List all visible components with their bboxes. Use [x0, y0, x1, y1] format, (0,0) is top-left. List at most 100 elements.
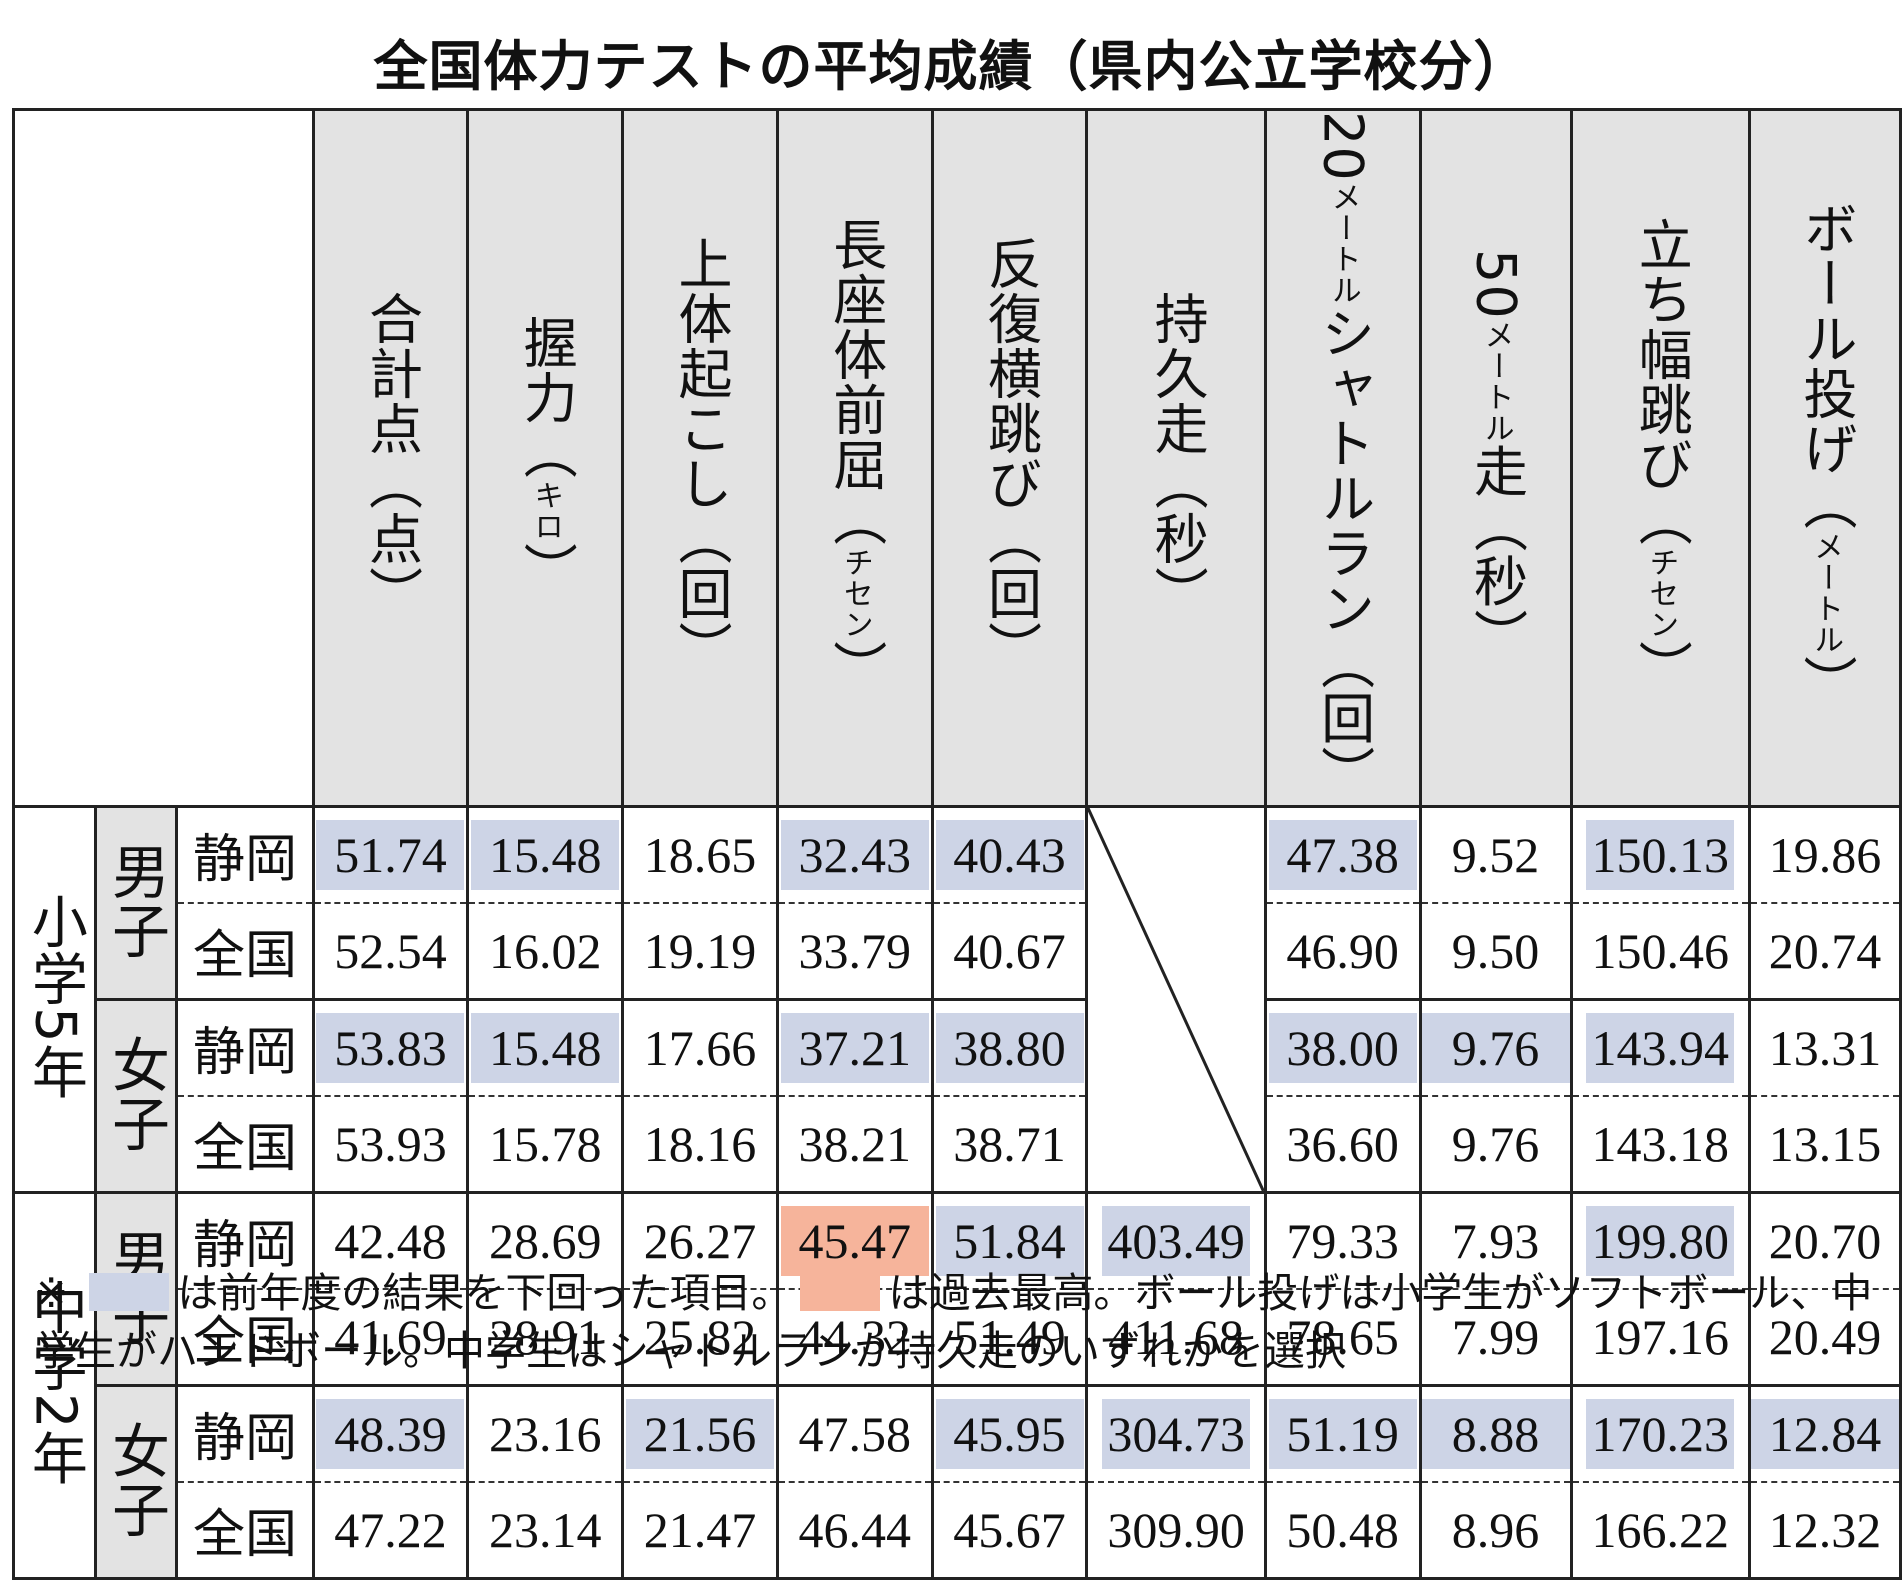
value-cell: 21.47 — [621, 1481, 779, 1580]
corner-cell — [12, 108, 315, 808]
value-cell: 8.88 — [1418, 1385, 1573, 1483]
value-cell: 38.80 — [930, 999, 1089, 1097]
value-cell: 18.16 — [621, 1095, 779, 1194]
footnote: ※ は前年度の結果を下回った項目。 は過去最高。ボール投げは小学生がソフトボール、… — [34, 1269, 1873, 1375]
place-label-shizuoka: 静岡 — [175, 1385, 315, 1483]
col-header-long-jump: 立ち幅跳び（チセン） — [1569, 108, 1751, 808]
value-cell: 9.76 — [1418, 999, 1573, 1097]
col-header-ball-throw: ボール投げ（メートル） — [1747, 108, 1902, 808]
value-cell: 28.91 — [466, 1288, 625, 1387]
value-cell: 199.80 — [1569, 1192, 1751, 1290]
value-cell: 32.43 — [775, 806, 934, 904]
value-cell: 50.48 — [1263, 1481, 1422, 1580]
table-row: 女子 静岡 53.83 15.48 17.66 37.21 38.80 38.00 9.76 14… — [14, 997, 1902, 1194]
value-cell: 51.19 — [1263, 1385, 1422, 1483]
value-cell: 13.31 — [1747, 999, 1902, 1097]
place-label-shizuoka: 静岡 — [175, 806, 315, 904]
value-cell: 21.56 — [621, 1385, 779, 1483]
value-cell: 7.93 — [1418, 1192, 1573, 1290]
value-cell: 18.65 — [621, 806, 779, 904]
col-header-shuttle-run: 20メートルシャトルラン（回） — [1263, 108, 1422, 808]
value-cell: 403.49 — [1085, 1192, 1267, 1290]
value-cell: 47.38 — [1263, 806, 1422, 904]
place-label-shizuoka: 静岡 — [175, 999, 315, 1097]
value-cell: 15.78 — [466, 1095, 625, 1194]
value-cell: 28.69 — [466, 1192, 625, 1290]
page-title: 全国体力テストの平均成績（県内公立学校分） — [373, 35, 1529, 98]
col-header-endurance-run: 持久走（秒） — [1085, 108, 1267, 808]
value-cell: 9.52 — [1418, 806, 1573, 904]
value-cell: 51.49 — [930, 1288, 1089, 1387]
value-cell: 197.16 — [1569, 1288, 1751, 1387]
value-cell: 20.70 — [1747, 1192, 1902, 1290]
col-header-situps: 上体起こし（回） — [621, 108, 779, 808]
table-row: 小学5年 男子 静岡 51.74 15.48 18.65 32.43 40.43 47.38 9.… — [12, 804, 1902, 1194]
place-label-national: 全国 — [175, 902, 315, 1001]
value-cell: 150.46 — [1569, 902, 1751, 1001]
col-header-sit-reach: 長座体前屈（チセン） — [775, 108, 934, 808]
col-header-total: 合計点（点） — [311, 108, 470, 808]
value-cell: 23.16 — [466, 1385, 625, 1483]
table-row: 全国 47.22 23.14 21.47 46.44 45.67 309.90 50.48 8.… — [14, 1481, 1902, 1580]
value-cell: 19.19 — [621, 902, 779, 1001]
value-cell: 8.96 — [1418, 1481, 1573, 1580]
value-cell: 12.84 — [1747, 1385, 1902, 1483]
table-row: 全国 41.69 28.91 25.82 44.32 51.49 411.68 78.65 7.… — [14, 1288, 1902, 1387]
value-cell: 20.49 — [1747, 1288, 1902, 1387]
value-cell: 7.99 — [1418, 1288, 1573, 1387]
col-header-side-step: 反復横跳び（回） — [930, 108, 1089, 808]
value-cell: 40.43 — [930, 806, 1089, 904]
value-cell: 26.27 — [621, 1192, 779, 1290]
legend-swatch-record-high — [800, 1273, 881, 1311]
value-cell: 79.33 — [1263, 1192, 1422, 1290]
col-header-grip: 握力（キロ） — [466, 108, 625, 808]
table-row: 全国 52.54 16.02 19.19 33.79 40.67 46.90 9.50 150.… — [14, 902, 1902, 1001]
value-cell: 46.90 — [1263, 902, 1422, 1001]
value-cell: 9.50 — [1418, 902, 1573, 1001]
value-cell: 38.71 — [930, 1095, 1089, 1194]
value-cell: 16.02 — [466, 902, 625, 1001]
value-cell: 53.83 — [311, 999, 470, 1097]
value-cell: 150.13 — [1569, 806, 1751, 904]
table-body: 小学5年 男子 静岡 51.74 15.48 18.65 32.43 40.43 47.38 9.… — [12, 804, 1902, 1580]
value-cell: 12.32 — [1747, 1481, 1902, 1580]
col-header-50m-dash: 50メートル走（秒） — [1418, 108, 1573, 808]
diagonal-slash — [1088, 808, 1263, 1191]
value-cell: 143.18 — [1569, 1095, 1751, 1194]
not-applicable-cell — [1085, 806, 1267, 1194]
header-row: 合計点（点） 握力（キロ） 上体起こし（回） 長座体前屈（チセン） 反復横跳び（… — [12, 108, 1902, 808]
legend-swatch-below-last-year — [89, 1273, 170, 1311]
value-cell: 9.76 — [1418, 1095, 1573, 1194]
value-cell: 166.22 — [1569, 1481, 1751, 1580]
grade-label: 小学5年 — [12, 804, 97, 1194]
value-cell: 309.90 — [1085, 1481, 1267, 1580]
sex-label: 男子 — [93, 804, 179, 1001]
value-cell: 37.21 — [775, 999, 934, 1097]
value-cell: 40.67 — [930, 902, 1089, 1001]
value-cell: 51.74 — [311, 806, 470, 904]
value-cell: 38.00 — [1263, 999, 1422, 1097]
value-cell: 13.15 — [1747, 1095, 1902, 1194]
value-cell: 33.79 — [775, 902, 934, 1001]
place-label-national: 全国 — [175, 1288, 315, 1387]
value-cell: 25.82 — [621, 1288, 779, 1387]
place-label-shizuoka: 静岡 — [175, 1192, 315, 1290]
value-cell: 38.21 — [775, 1095, 934, 1194]
value-cell: 47.22 — [311, 1481, 470, 1580]
value-cell: 19.86 — [1747, 806, 1902, 904]
value-cell: 15.48 — [466, 806, 625, 904]
value-cell: 51.84 — [930, 1192, 1089, 1290]
value-cell: 41.69 — [311, 1288, 470, 1387]
value-cell: 53.93 — [311, 1095, 470, 1194]
value-cell: 48.39 — [311, 1385, 470, 1483]
value-cell: 52.54 — [311, 902, 470, 1001]
table-row: 全国 53.93 15.78 18.16 38.21 38.71 36.60 9.76 143.… — [14, 1095, 1902, 1194]
value-cell: 45.67 — [930, 1481, 1089, 1580]
table-row: 女子 静岡 48.39 23.16 21.56 47.58 45.95 304.73 51.19… — [14, 1383, 1902, 1580]
value-cell: 46.44 — [775, 1481, 934, 1580]
value-cell: 304.73 — [1085, 1385, 1267, 1483]
value-cell: 47.58 — [775, 1385, 934, 1483]
value-cell: 45.95 — [930, 1385, 1089, 1483]
value-cell: 23.14 — [466, 1481, 625, 1580]
value-cell: 78.65 — [1263, 1288, 1422, 1387]
